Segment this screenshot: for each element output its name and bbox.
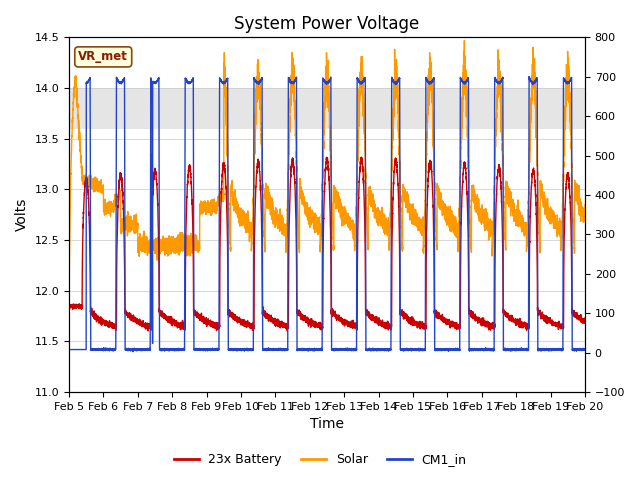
X-axis label: Time: Time	[310, 418, 344, 432]
Y-axis label: Volts: Volts	[15, 198, 29, 231]
Text: VR_met: VR_met	[78, 50, 128, 63]
Legend: 23x Battery, Solar, CM1_in: 23x Battery, Solar, CM1_in	[168, 448, 472, 471]
Bar	[69, 88, 585, 129]
Title: System Power Voltage: System Power Voltage	[234, 15, 420, 33]
